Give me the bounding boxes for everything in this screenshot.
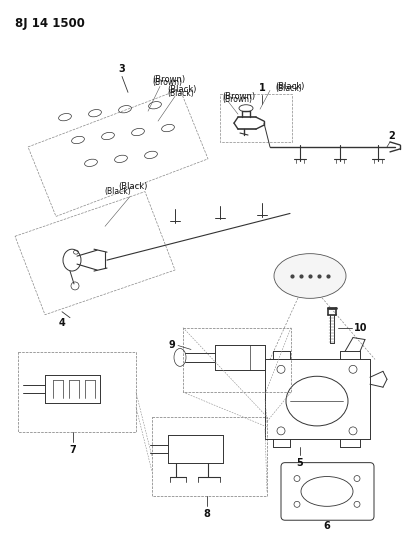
Text: 2: 2 (388, 131, 395, 141)
Text: 10: 10 (354, 322, 368, 333)
Text: 9: 9 (168, 341, 175, 351)
Text: 7: 7 (70, 445, 77, 455)
Text: 4: 4 (59, 318, 66, 328)
Text: (Black): (Black) (105, 187, 131, 196)
Text: (Black): (Black) (167, 85, 196, 94)
Text: (Brown): (Brown) (152, 78, 182, 87)
Text: 6: 6 (324, 521, 330, 531)
Text: (Black): (Black) (118, 182, 147, 191)
Text: 8J 14 1500: 8J 14 1500 (15, 17, 85, 30)
Ellipse shape (274, 254, 346, 298)
Text: 5: 5 (297, 458, 303, 467)
Text: 8: 8 (204, 510, 210, 519)
Text: (Black): (Black) (275, 82, 304, 91)
Text: (Brown): (Brown) (222, 95, 252, 104)
Text: 3: 3 (118, 64, 125, 75)
Text: 1: 1 (258, 83, 265, 93)
Text: (Black): (Black) (167, 89, 194, 98)
Text: (Black): (Black) (275, 84, 302, 93)
Text: (Brown): (Brown) (222, 92, 255, 101)
Text: (Brown): (Brown) (152, 75, 185, 84)
